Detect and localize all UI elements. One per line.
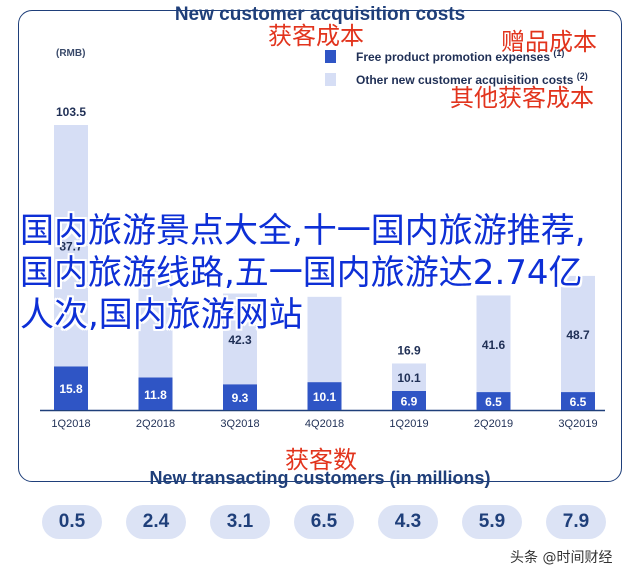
transacting-pill: 5.9 xyxy=(462,505,522,539)
data-label-free: 15.8 xyxy=(59,382,83,396)
legend-text-free: Free product promotion expenses (1) xyxy=(356,48,565,64)
transacting-pill: 4.3 xyxy=(378,505,438,539)
legend-swatch-other xyxy=(325,72,336,86)
bar-free xyxy=(392,391,426,410)
bar-free xyxy=(307,382,342,410)
annotation-other-cost: 其他获客成本 xyxy=(450,84,594,112)
bar-other xyxy=(476,295,511,393)
data-label-other: 41.6 xyxy=(482,338,506,352)
transacting-pill: 0.5 xyxy=(42,505,102,539)
x-tick-label: 1Q2018 xyxy=(51,418,90,430)
bar-other xyxy=(223,293,257,385)
bar-free xyxy=(476,392,511,410)
data-label-other: 42.3 xyxy=(228,333,252,347)
bar-other xyxy=(138,267,173,378)
bar-free xyxy=(54,366,88,410)
bar-free xyxy=(223,384,257,410)
legend-swatch-free xyxy=(325,49,336,63)
x-tick-label: 4Q2018 xyxy=(305,418,344,430)
transacting-pill: 2.4 xyxy=(126,505,186,539)
transacting-pill: 3.1 xyxy=(210,505,270,539)
data-label-free: 9.3 xyxy=(232,391,249,405)
data-label-free: 11.8 xyxy=(144,388,167,402)
x-tick-label: 2Q2018 xyxy=(136,418,175,430)
transacting-pill: 7.9 xyxy=(546,505,606,539)
chart-title: New customer acquisition costs xyxy=(174,4,466,25)
data-label-total: 103.5 xyxy=(56,105,86,119)
transacting-pill: 6.5 xyxy=(294,505,354,539)
data-label-other: 10.1 xyxy=(397,371,421,385)
annotation-free-cost: 赠品成本 xyxy=(501,28,597,56)
legend-text-other: Other new customer acquisition costs (2) xyxy=(356,71,588,87)
overlay-headline: 国内旅游景点大全,十一国内旅游推荐,国内旅游线路,五一国内旅游达2.74亿人次,… xyxy=(20,211,586,335)
data-label-free: 6.5 xyxy=(485,395,502,409)
legend-item-free: Free product promotion expenses (1) xyxy=(325,48,564,64)
transacting-title: New transacting customers (in millions) xyxy=(149,468,491,488)
data-label-total: 16.9 xyxy=(397,343,421,357)
annotation-customers: 获客数 xyxy=(285,446,357,474)
legend-item-other: Other new customer acquisition costs (2) xyxy=(325,71,588,87)
data-label-free: 10.1 xyxy=(313,390,337,404)
data-label-free: 6.9 xyxy=(401,395,418,409)
bar-other xyxy=(307,296,342,383)
x-tick-label: 3Q2018 xyxy=(220,418,259,430)
bar-free xyxy=(138,377,173,410)
unit-label: (RMB) xyxy=(56,48,86,59)
data-label-free: 6.5 xyxy=(570,395,587,409)
bar-other xyxy=(392,363,426,391)
data-label-other: 48.7 xyxy=(566,328,590,342)
x-tick-label: 2Q2019 xyxy=(474,418,513,430)
watermark: 头条 @时间财经 xyxy=(510,550,613,566)
x-tick-label: 1Q2019 xyxy=(389,418,428,430)
bar-other xyxy=(54,125,88,367)
bar-other xyxy=(561,275,595,393)
x-tick-label: 3Q2019 xyxy=(558,418,597,430)
bar-free xyxy=(561,392,595,410)
data-label-other: 87.7 xyxy=(59,240,83,254)
annotation-acq-cost: 获客成本 xyxy=(268,22,364,50)
